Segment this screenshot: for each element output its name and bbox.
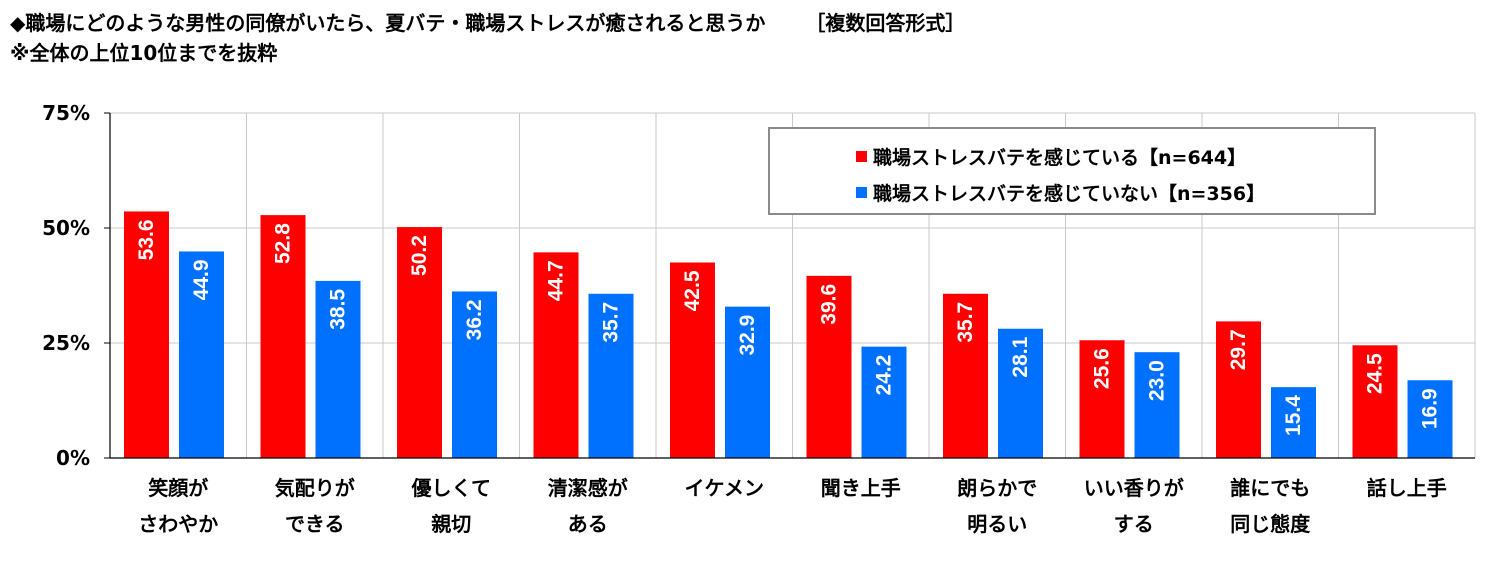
legend-label-series-2: 職場ストレスバテを感じていない【n=356】 [873,183,1266,205]
x-tick-label: 誰にでも [1230,476,1310,500]
x-tick-label: 優しくて [411,476,491,500]
bar-value-label: 15.4 [1282,395,1305,436]
x-tick-label: 笑顔が [148,476,208,500]
title-line-2: ※全体の上位10位までを抜粋 [10,41,278,65]
bar-value-label: 16.9 [1419,388,1442,429]
x-tick-label: 朗らかで [957,476,1037,500]
bar-value-label: 52.8 [272,223,295,264]
bar-value-label: 23.0 [1146,360,1169,401]
x-tick-label: イケメン [685,476,764,500]
bar-series-1 [124,211,169,458]
legend-item-series-2: 職場ストレスバテを感じていない【n=356】 [856,179,1265,206]
bar-series-1 [806,275,852,458]
bar-series-2 [998,328,1043,458]
bar-series-1 [260,215,306,458]
legend: 職場ストレスバテを感じている【n=644】 職場ストレスバテを感じていない【n=… [768,127,1376,215]
bar-series-2 [315,280,361,458]
bar-value-label: 29.7 [1227,329,1250,370]
bar-value-label: 42.5 [681,270,704,311]
bar-series-1 [533,252,579,458]
bar-series-2 [588,293,634,458]
legend-swatch-series-1 [856,151,867,162]
bar-series-2 [725,306,770,458]
bar-series-2 [861,346,907,458]
bar-series-2 [1407,380,1453,458]
bar-value-label: 44.9 [190,259,213,300]
x-tick-label: 聞き上手 [821,476,901,500]
legend-label-series-1: 職場ストレスバテを感じている【n=644】 [873,147,1247,169]
bar-value-label: 24.2 [873,355,896,396]
bar-series-2 [179,251,224,458]
x-tick-label: 同じ態度 [1230,512,1311,536]
x-tick-label: 話し上手 [1367,476,1447,500]
bar-series-2 [1134,352,1180,458]
bar-series-1 [670,262,715,458]
bar-value-label: 50.2 [408,235,431,276]
bar-series-1 [1216,321,1261,458]
x-tick-label: 明るい [967,512,1027,536]
x-tick-label: ある [568,512,608,536]
bar-series-1 [1079,340,1125,458]
x-tick-label: できる [285,512,345,536]
chart-title: ◆職場にどのような男性の同僚がいたら、夏バテ・職場ストレスが癒されると思うか ［複… [10,8,1500,68]
bar-series-1 [397,227,442,458]
bar-value-label: 24.5 [1364,353,1387,394]
bar-value-label: 39.6 [818,284,841,325]
bar-value-label: 28.1 [1009,336,1032,377]
x-tick-label: いい香りが [1084,476,1184,500]
title-main: ◆職場にどのような男性の同僚がいたら、夏バテ・職場ストレスが癒されると思うか [10,11,766,35]
bar-series-2 [1271,387,1316,458]
legend-swatch-series-2 [856,187,867,198]
bar-series-2 [452,291,497,458]
bar-series-1 [1352,345,1398,458]
bar-value-label: 25.6 [1091,348,1114,389]
x-tick-label: さわやか [138,512,218,536]
bar-value-label: 32.9 [736,315,759,356]
bar-value-label: 44.7 [545,260,568,301]
bar-value-label: 36.2 [463,299,486,340]
legend-item-series-1: 職場ストレスバテを感じている【n=644】 [856,143,1246,170]
x-tick-label: 親切 [431,512,471,536]
title-line-1: ◆職場にどのような男性の同僚がいたら、夏バテ・職場ストレスが癒されると思うか ［複… [10,8,1500,38]
y-tick-label: 25% [42,331,90,355]
y-tick-label: 50% [42,216,90,240]
title-format: ［複数回答形式］ [805,11,966,35]
x-tick-label: 気配りが [275,476,355,500]
bar-value-label: 35.7 [600,302,623,343]
bar-value-label: 53.6 [135,219,158,260]
bar-series-1 [943,293,988,458]
x-tick-label: する [1114,512,1154,536]
y-tick-label: 0% [56,446,90,470]
bar-value-label: 35.7 [954,302,977,343]
bar-value-label: 38.5 [327,289,350,330]
y-tick-label: 75% [42,101,90,125]
x-tick-label: 清潔感が [548,476,628,500]
